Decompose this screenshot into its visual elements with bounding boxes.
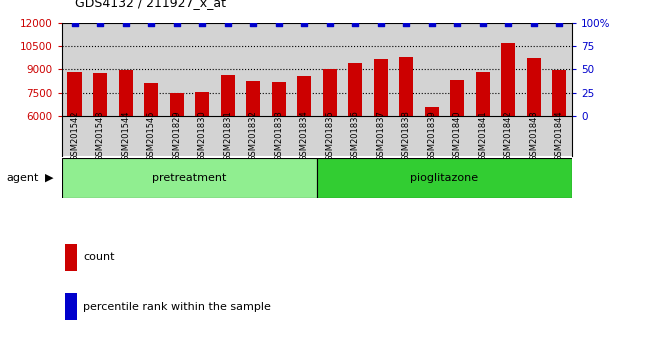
Text: GDS4132 / 211927_x_at: GDS4132 / 211927_x_at [75,0,226,9]
Bar [501,43,515,116]
Text: GSM201832: GSM201832 [248,110,257,161]
Bar [65,293,77,320]
Text: GSM201837: GSM201837 [376,110,385,161]
Text: GSM201841: GSM201841 [478,110,488,161]
Text: GSM201838: GSM201838 [402,110,411,161]
Text: pioglitazone: pioglitazone [410,173,478,183]
Bar [476,72,489,116]
Text: GSM201843: GSM201843 [529,110,538,161]
Point [120,20,131,26]
Bar [220,75,235,116]
Text: GSM201835: GSM201835 [325,110,334,161]
Text: count: count [83,252,114,262]
Bar [526,58,541,116]
Text: GSM201543: GSM201543 [96,110,105,161]
Text: ▶: ▶ [44,173,53,183]
Text: GSM201829: GSM201829 [172,110,181,161]
Point [478,20,488,26]
Bar [317,158,572,198]
Point [376,20,386,26]
Bar [552,70,566,116]
Bar [62,158,317,198]
Bar [170,93,183,116]
Text: GSM201842: GSM201842 [504,110,513,161]
Point [554,20,564,26]
Text: GSM201840: GSM201840 [452,110,462,161]
Text: GSM201836: GSM201836 [350,110,359,161]
Text: GSM201830: GSM201830 [198,110,207,161]
Bar [144,84,158,116]
Bar [246,81,260,116]
Point [248,20,258,26]
Bar [68,72,81,116]
Point [324,20,335,26]
Point [70,20,80,26]
Text: GSM201844: GSM201844 [554,110,564,161]
Bar [322,69,337,116]
Text: GSM201545: GSM201545 [146,110,155,161]
Point [222,20,233,26]
Bar [118,70,133,116]
Bar [424,107,439,116]
Text: pretreatment: pretreatment [152,173,226,183]
Text: GSM201839: GSM201839 [427,110,436,161]
Bar [93,73,107,116]
Point [452,20,462,26]
Point [95,20,105,26]
Text: GSM201831: GSM201831 [223,110,232,161]
Bar [374,59,387,116]
Bar [450,80,464,116]
Point [146,20,156,26]
Bar [297,76,311,116]
Point [274,20,284,26]
Bar [65,244,77,270]
Bar [195,92,209,116]
Bar [348,63,362,116]
Text: agent: agent [6,173,39,183]
Point [426,20,437,26]
Point [503,20,514,26]
Text: percentile rank within the sample: percentile rank within the sample [83,302,271,312]
Point [401,20,411,26]
Text: GSM201542: GSM201542 [70,110,79,161]
Text: GSM201834: GSM201834 [300,110,309,161]
Text: GSM201544: GSM201544 [121,110,130,161]
Bar [399,57,413,116]
Point [172,20,182,26]
Point [197,20,207,26]
Point [528,20,539,26]
Text: GSM201833: GSM201833 [274,110,283,161]
Bar [272,82,285,116]
Point [350,20,360,26]
Point [299,20,309,26]
